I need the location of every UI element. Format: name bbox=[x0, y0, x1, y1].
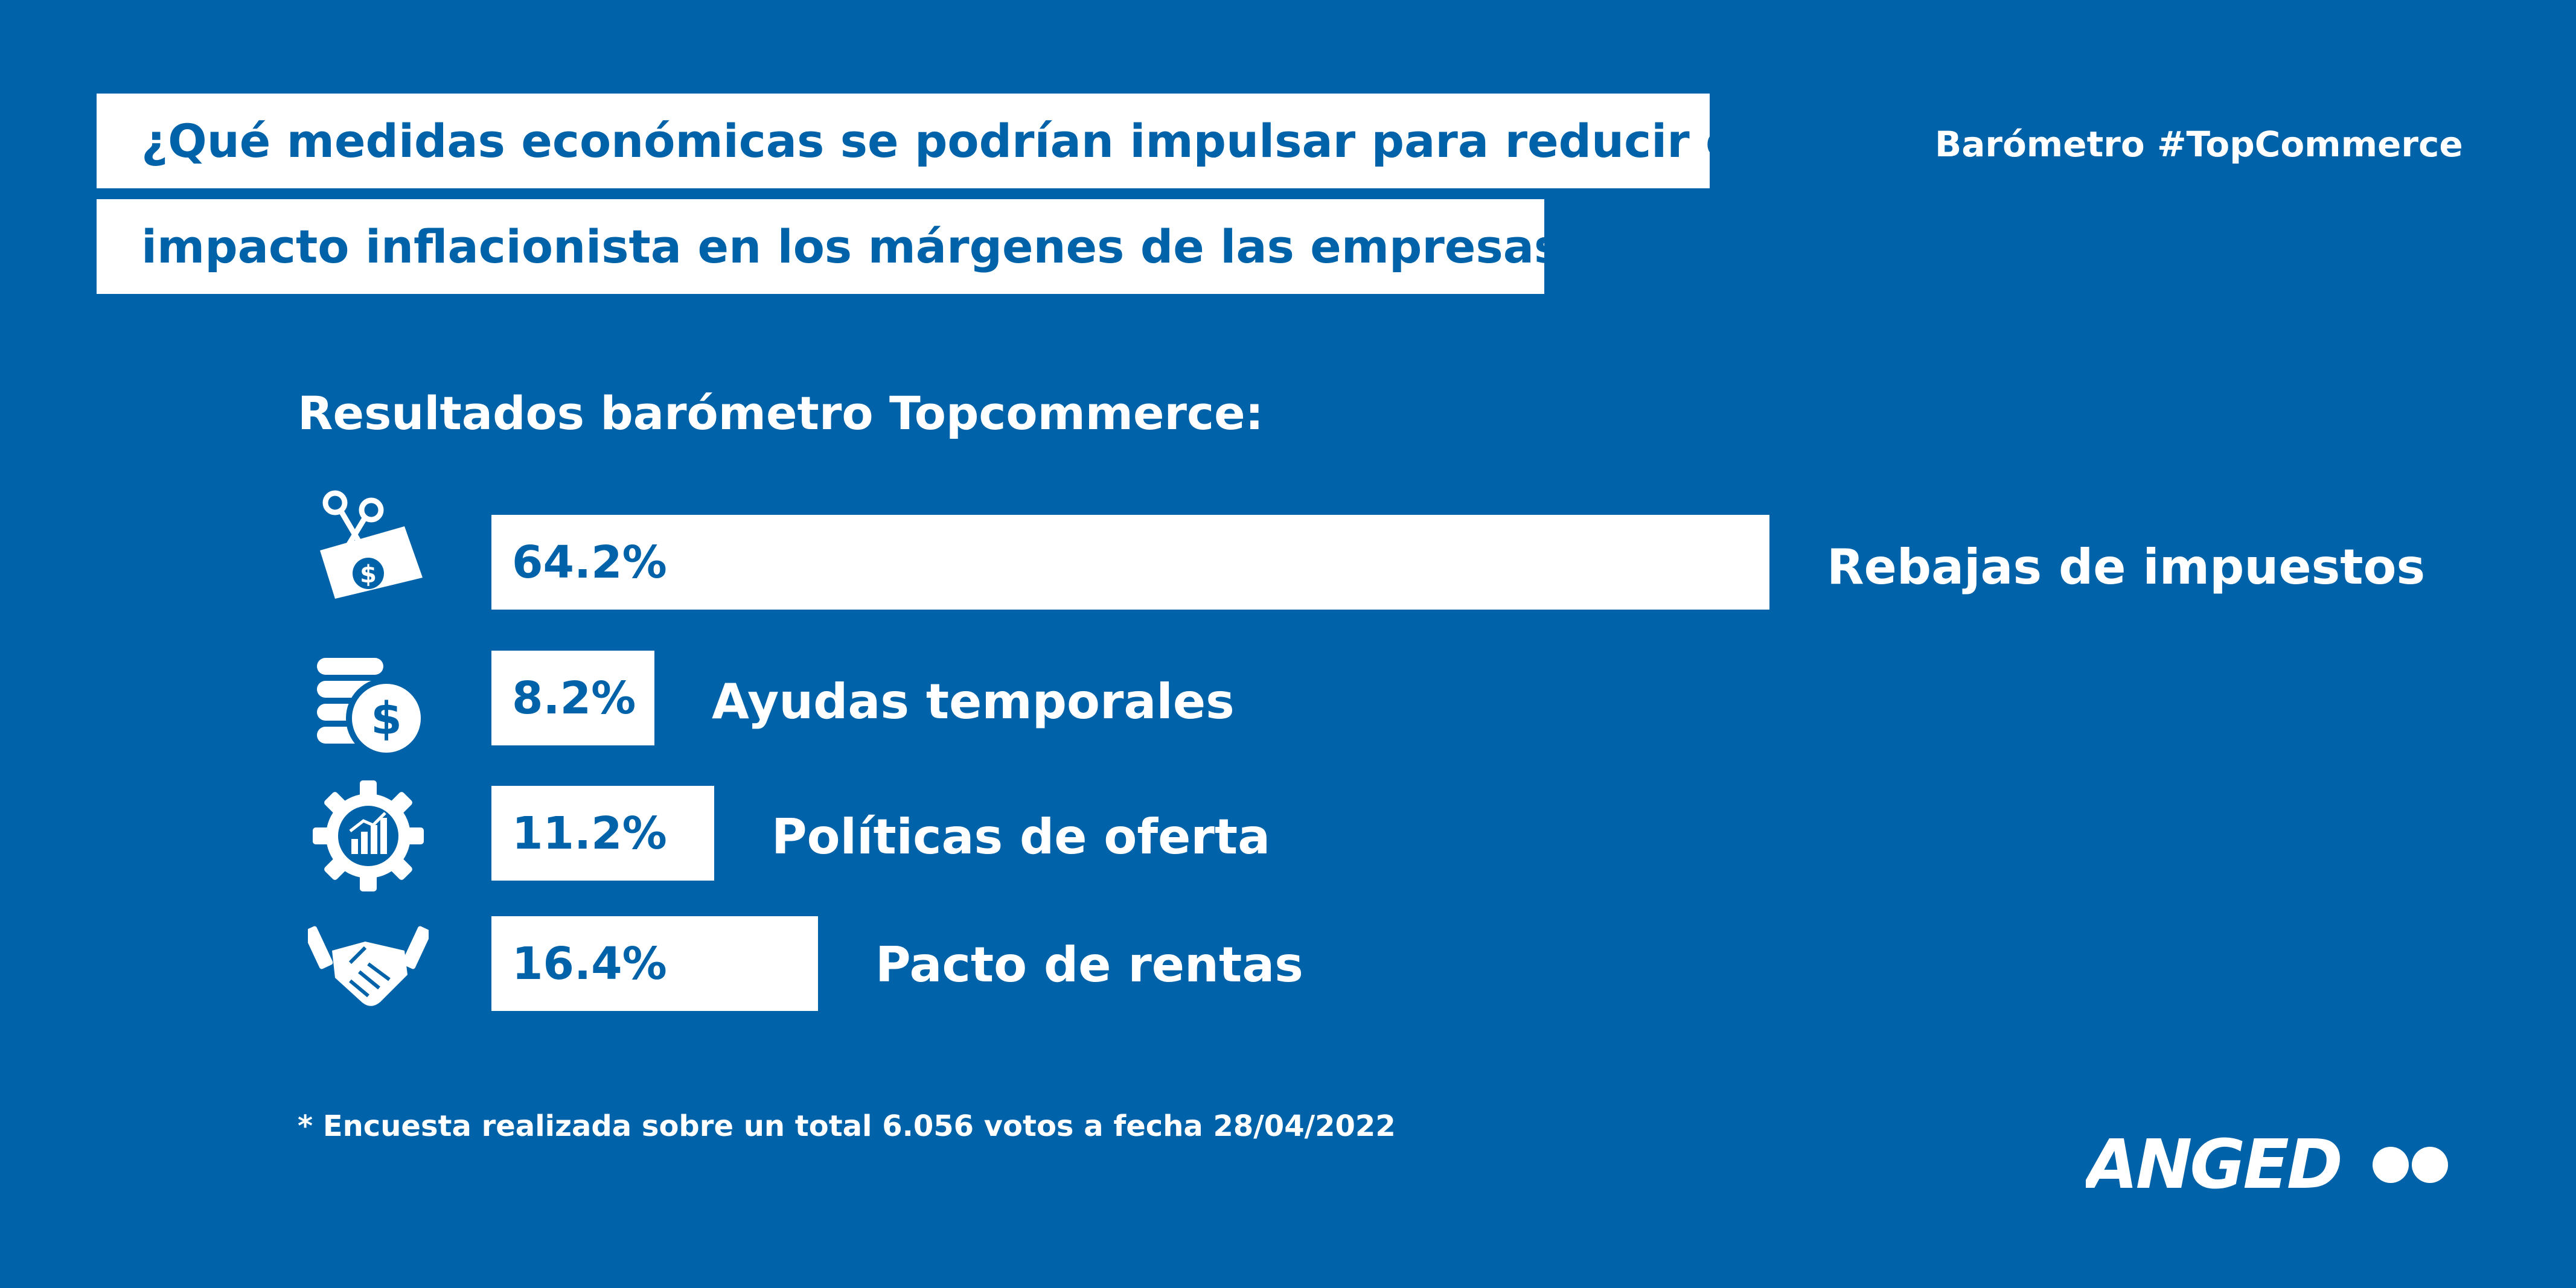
bar-category-label: Políticas de oferta bbox=[772, 809, 1271, 865]
bar-value-label: 16.4% bbox=[512, 937, 667, 990]
bar-pacto-de-rentas: 16.4% bbox=[491, 916, 818, 1011]
bar-value-label: 11.2% bbox=[512, 807, 667, 859]
bar-value-label: 64.2% bbox=[512, 536, 667, 588]
bar-value-label: 8.2% bbox=[512, 672, 636, 724]
coins-dollar-icon: $ bbox=[317, 658, 427, 759]
bar-category-label: Rebajas de impuestos bbox=[1827, 539, 2426, 595]
svg-text:$: $ bbox=[360, 561, 377, 588]
logo-dot bbox=[2412, 1147, 2448, 1183]
title-line-2-box: impacto inflacionista en los márgenes de… bbox=[97, 199, 1544, 294]
survey-footnote: * Encuesta realizada sobre un total 6.05… bbox=[298, 1109, 1396, 1143]
scissors-money-icon: $ bbox=[320, 490, 423, 599]
bar-category-label: Ayudas temporales bbox=[712, 674, 1235, 730]
title-line-1: ¿Qué medidas económicas se podrían impul… bbox=[141, 113, 1710, 168]
bar-politicas-de-oferta: 11.2% bbox=[491, 786, 714, 881]
svg-text:$: $ bbox=[371, 693, 402, 745]
logo-dot bbox=[2373, 1147, 2409, 1183]
brand-hashtag: Barómetro #TopCommerce bbox=[1935, 124, 2463, 165]
gear-chart-icon bbox=[313, 780, 424, 891]
anged-logo: ANGED bbox=[2086, 1129, 2448, 1195]
handshake-icon bbox=[308, 926, 429, 1006]
bar-rebajas-de-impuestos: 64.2% bbox=[491, 515, 1769, 610]
bar-ayudas-temporales: 8.2% bbox=[491, 651, 654, 745]
chart-subtitle: Resultados barómetro Topcommerce: bbox=[298, 386, 1264, 440]
title-line-2: impacto inflacionista en los márgenes de… bbox=[141, 219, 1544, 273]
title-line-1-box: ¿Qué medidas económicas se podrían impul… bbox=[97, 94, 1710, 188]
logo-text: ANGED bbox=[2086, 1129, 2341, 1195]
bar-category-label: Pacto de rentas bbox=[875, 937, 1303, 993]
